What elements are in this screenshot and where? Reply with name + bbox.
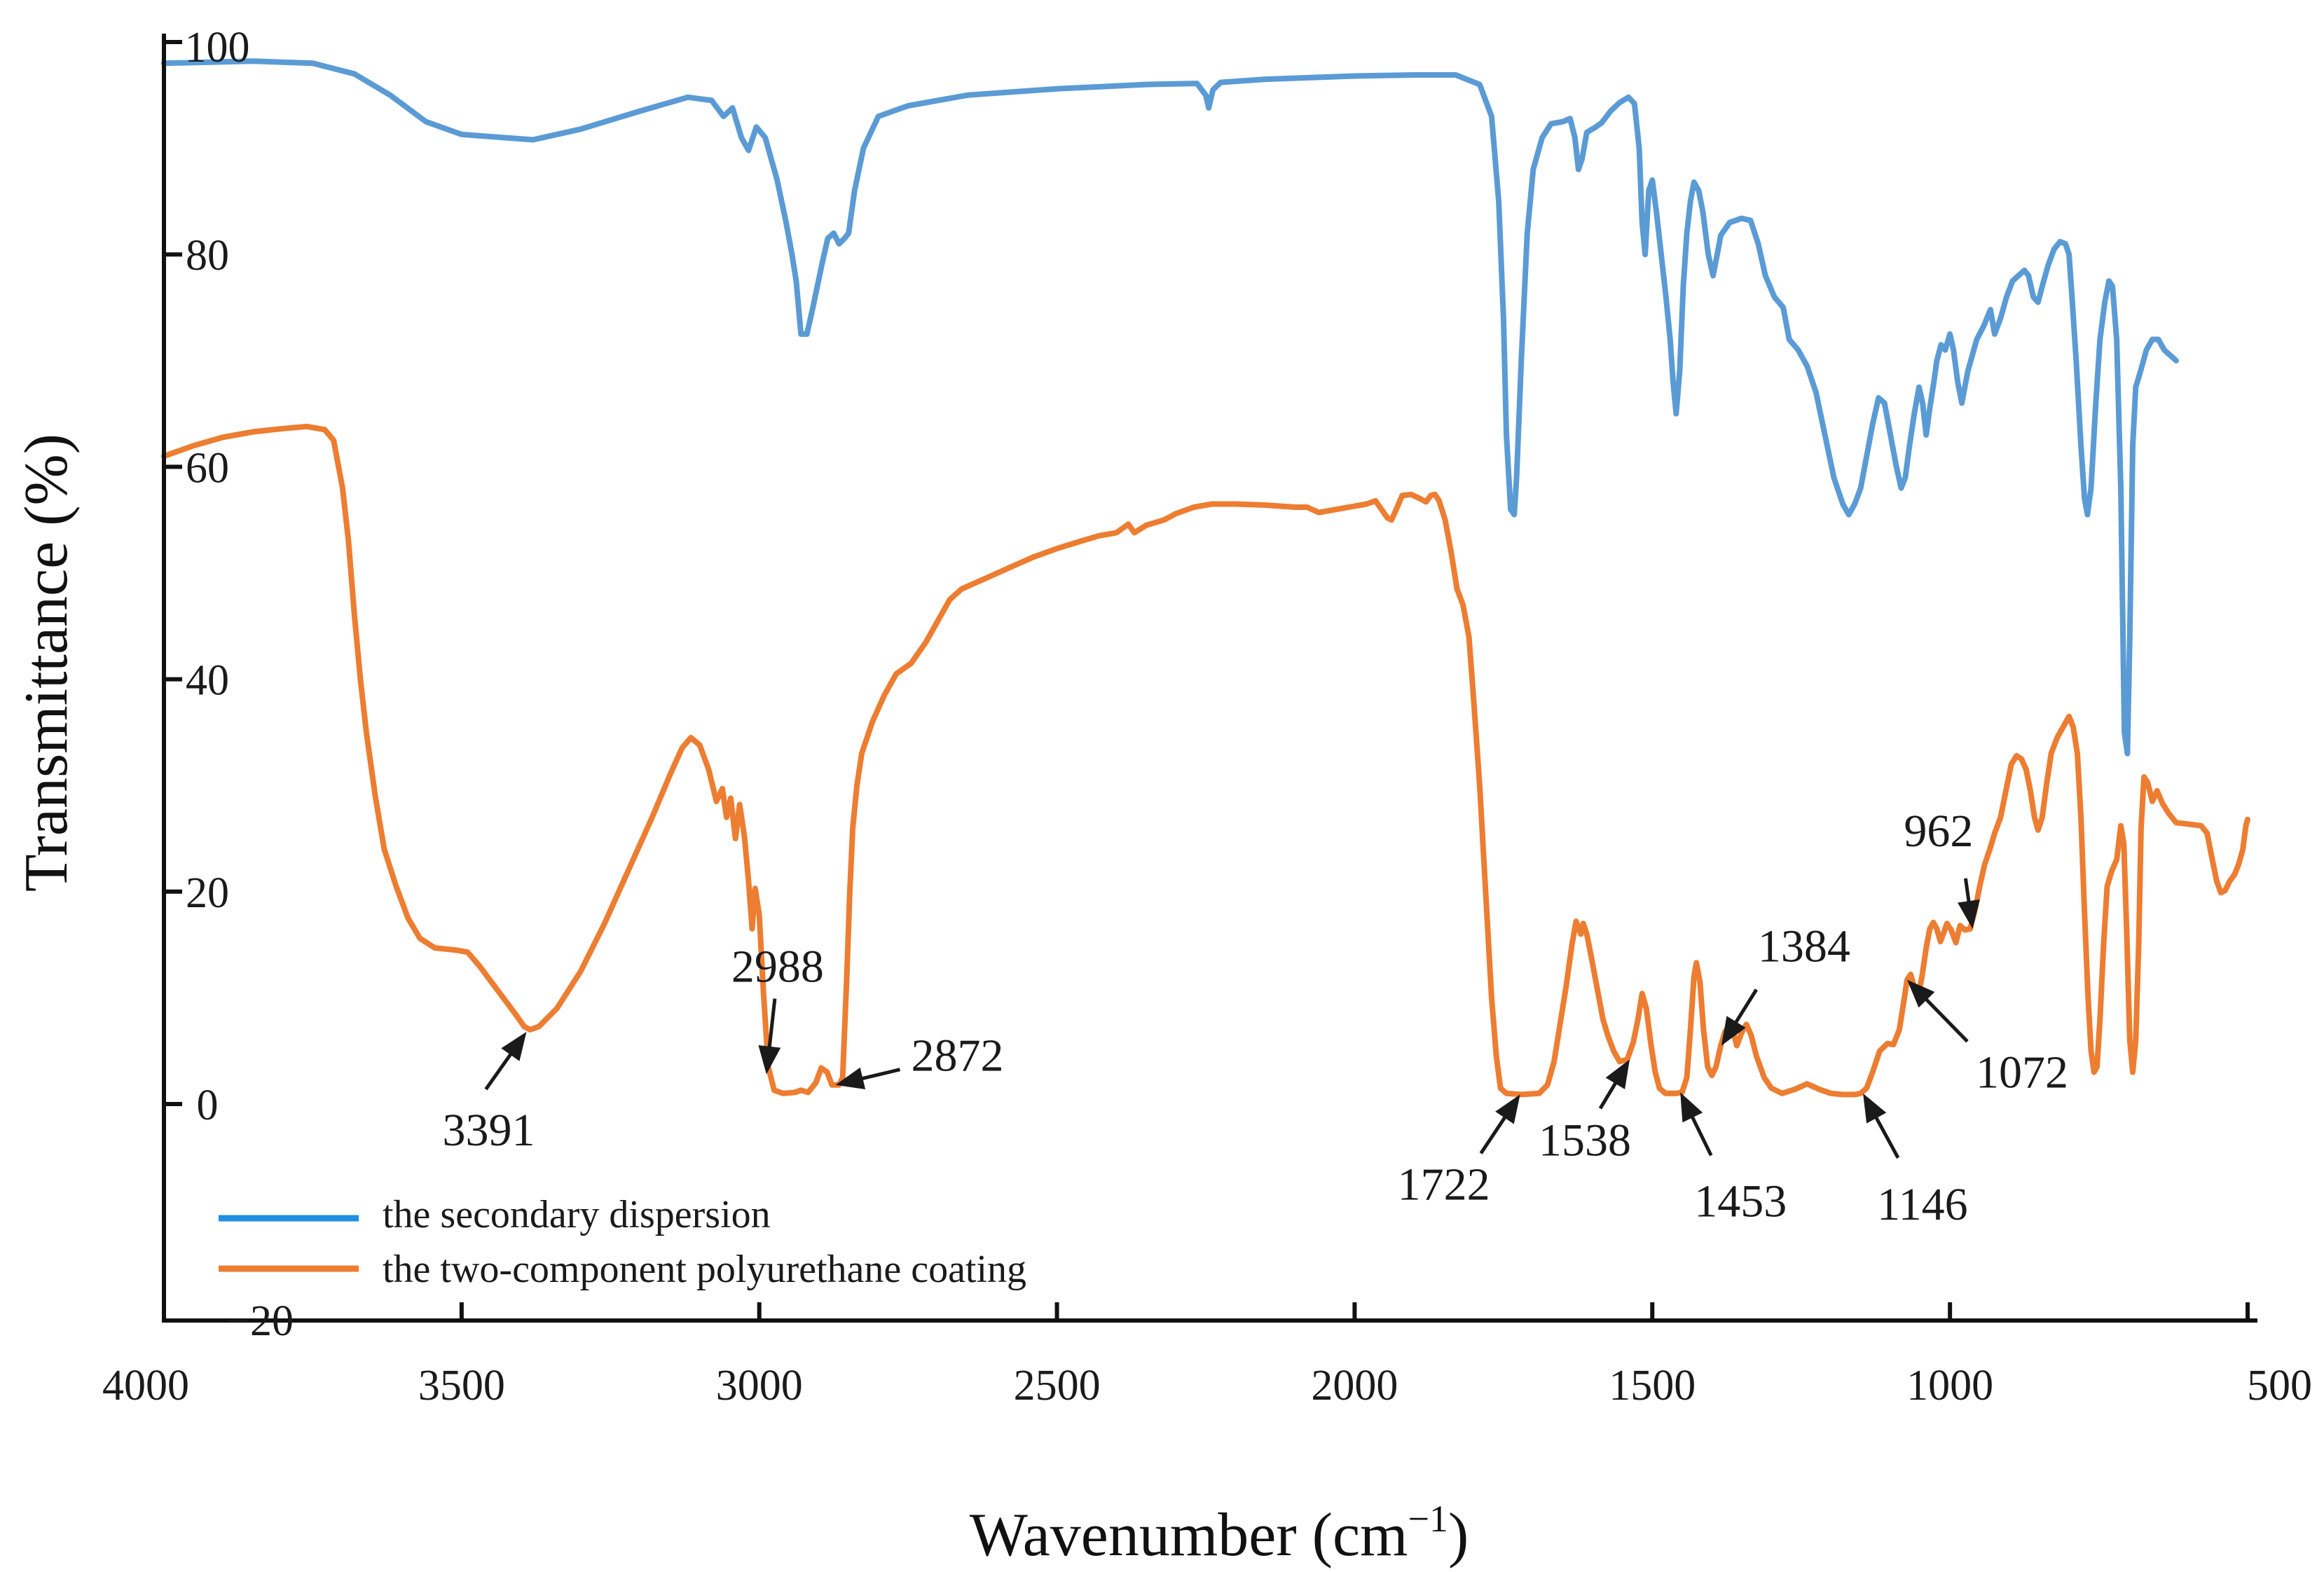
x-ticks: 4000 3500 3000 2500 2000 1500 1000 500 bbox=[102, 1302, 2312, 1409]
annotation-arrow-head bbox=[758, 1045, 781, 1075]
y-axis-title: Transmittance (%) bbox=[13, 434, 81, 892]
legend-label-polyurethane-coating: the two-component polyurethane coating bbox=[383, 1248, 1026, 1291]
annotation-label: 1072 bbox=[1976, 1047, 2068, 1098]
x-axis-title: Wavenumber (cm−1) bbox=[970, 1498, 1469, 1569]
x-tick-label: 500 bbox=[2247, 1362, 2312, 1409]
annotation-arrow-head bbox=[1958, 899, 1980, 929]
annotation-label: 1538 bbox=[1539, 1115, 1631, 1166]
annotation-arrow-shaft bbox=[1733, 988, 1758, 1026]
annotation-arrow-shaft bbox=[1963, 878, 1971, 904]
annotation-arrow-head bbox=[1605, 1059, 1630, 1089]
y-tick-label: 40 bbox=[186, 657, 229, 705]
annotation-arrow-shaft bbox=[1689, 1114, 1713, 1157]
legend: the secondary dispersion the two-compone… bbox=[219, 1193, 1026, 1291]
y-tick-label: 20 bbox=[186, 869, 229, 917]
annotation-arrow-head bbox=[1906, 979, 1935, 1008]
x-tick-label: 4000 bbox=[102, 1362, 189, 1409]
series-line-secondary-dispersion bbox=[161, 58, 2179, 757]
x-axis-title-superscript: −1 bbox=[1408, 1498, 1448, 1540]
peak-annotations: 3391 2988 2872 1722 1538 1453 1384 1146 1072 962 bbox=[442, 806, 2068, 1230]
x-tick-label: 3500 bbox=[418, 1362, 505, 1409]
x-tick-label: 1500 bbox=[1609, 1362, 1696, 1409]
annotation-arrow-shaft bbox=[1598, 1080, 1618, 1110]
y-tick-label: 80 bbox=[186, 232, 229, 280]
annotation-arrow-head bbox=[835, 1067, 866, 1089]
annotation-label: 962 bbox=[1904, 806, 1973, 857]
annotation-arrow-shaft bbox=[1873, 1115, 1900, 1159]
y-min-label: −20 bbox=[226, 1297, 294, 1345]
annotation-label: 1453 bbox=[1694, 1175, 1787, 1227]
annotation-arrow-shaft bbox=[484, 1051, 514, 1091]
axes: 0 20 40 60 80 100 4000 3500 3000 2500 2000 1500 100… bbox=[102, 24, 2312, 1409]
annotation-label: 1722 bbox=[1398, 1159, 1490, 1210]
x-axis-title-close: ) bbox=[1448, 1501, 1469, 1569]
annotation-label: 1384 bbox=[1758, 921, 1850, 972]
annotation-arrow-head bbox=[1495, 1094, 1520, 1124]
x-tick-label: 1000 bbox=[1906, 1362, 1993, 1409]
annotation-label: 2988 bbox=[731, 942, 824, 993]
legend-label-secondary-dispersion: the secondary dispersion bbox=[383, 1193, 771, 1236]
x-tick-label: 2500 bbox=[1014, 1362, 1101, 1409]
annotation-label: 1146 bbox=[1877, 1179, 1968, 1230]
y-ticks: 0 20 40 60 80 100 bbox=[163, 24, 250, 1129]
x-axis-title-main: Wavenumber (cm bbox=[970, 1501, 1408, 1569]
annotation-arrow-head bbox=[501, 1031, 527, 1061]
y-tick-label: 0 bbox=[197, 1082, 219, 1129]
annotation-arrow-shaft bbox=[1479, 1114, 1508, 1154]
series-line-polyurethane-coating bbox=[161, 423, 2250, 1098]
annotation-arrow-shaft bbox=[859, 1068, 901, 1081]
annotation-arrow-head bbox=[1863, 1093, 1887, 1124]
annotation-arrow-head bbox=[1680, 1092, 1703, 1123]
annotation-arrow-shaft bbox=[767, 998, 777, 1050]
x-tick-label: 2000 bbox=[1311, 1362, 1398, 1409]
y-tick-label: 100 bbox=[185, 24, 250, 71]
x-tick-label: 3000 bbox=[716, 1362, 803, 1409]
plot-area bbox=[161, 58, 2250, 1098]
annotation-arrow-shaft bbox=[1923, 996, 1969, 1043]
y-tick-label: 60 bbox=[186, 444, 229, 492]
annotation-label: 3391 bbox=[442, 1105, 535, 1156]
annotation-arrow-head bbox=[1721, 1016, 1746, 1046]
annotation-label: 2872 bbox=[911, 1030, 1003, 1082]
